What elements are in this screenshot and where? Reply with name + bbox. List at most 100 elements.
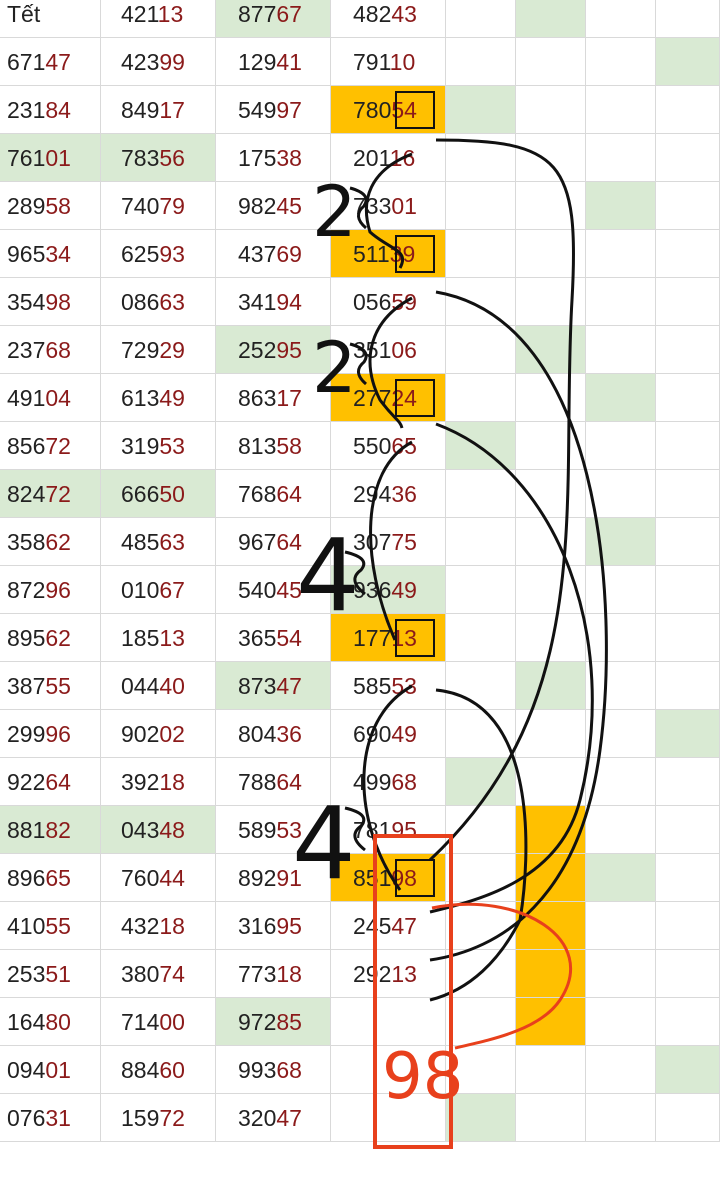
cell-last-two-digits: 17 bbox=[276, 385, 302, 411]
cell-last-two-digits: 65 bbox=[45, 865, 71, 891]
result-cell: 76864 bbox=[216, 470, 331, 518]
empty-cell bbox=[586, 518, 656, 566]
result-cell: 80436 bbox=[216, 710, 331, 758]
result-cell: 73301 bbox=[331, 182, 446, 230]
cell-last-two-digits: 01 bbox=[45, 1057, 71, 1083]
empty-cell bbox=[446, 374, 516, 422]
cell-prefix: 316 bbox=[238, 913, 277, 939]
empty-cell bbox=[516, 758, 586, 806]
result-cell: 92264 bbox=[0, 758, 101, 806]
cell-last-two-digits: 45 bbox=[276, 193, 302, 219]
result-cell: 93649 bbox=[331, 566, 446, 614]
empty-cell bbox=[656, 902, 720, 950]
empty-cell bbox=[656, 758, 720, 806]
empty-cell bbox=[516, 806, 586, 854]
cell-last-two-digits: 49 bbox=[159, 385, 185, 411]
empty-cell bbox=[446, 0, 516, 38]
result-cell: 55065 bbox=[331, 422, 446, 470]
cell-prefix: 231 bbox=[7, 97, 46, 123]
cell-last-two-digits: 67 bbox=[159, 577, 185, 603]
empty-cell bbox=[656, 566, 720, 614]
cell-prefix: 967 bbox=[238, 529, 277, 555]
cell-last-two-digits: 84 bbox=[45, 97, 71, 123]
result-cell: 08663 bbox=[101, 278, 216, 326]
empty-cell bbox=[516, 614, 586, 662]
cell-last-two-digits: 18 bbox=[159, 913, 185, 939]
empty-cell bbox=[446, 950, 516, 998]
cell-prefix: 856 bbox=[7, 433, 46, 459]
cell-prefix: 851 bbox=[353, 865, 392, 891]
result-cell: 15972 bbox=[101, 1094, 216, 1142]
cell-prefix: 043 bbox=[121, 817, 160, 843]
table-row: 67147 42399 12941 79110 bbox=[0, 38, 720, 86]
empty-cell bbox=[586, 998, 656, 1046]
cell-last-two-digits: 93 bbox=[159, 241, 185, 267]
cell-last-two-digits: 53 bbox=[276, 817, 302, 843]
result-cell: 85672 bbox=[0, 422, 101, 470]
empty-cell bbox=[446, 134, 516, 182]
empty-cell bbox=[516, 518, 586, 566]
empty-cell bbox=[516, 470, 586, 518]
result-cell: 18513 bbox=[101, 614, 216, 662]
result-cell: 38755 bbox=[0, 662, 101, 710]
cell-prefix: 589 bbox=[238, 817, 277, 843]
cell-prefix: 159 bbox=[121, 1105, 160, 1131]
cell-last-two-digits: 95 bbox=[276, 337, 302, 363]
empty-cell bbox=[586, 614, 656, 662]
cell-prefix: 585 bbox=[353, 673, 392, 699]
cell-prefix: 319 bbox=[121, 433, 160, 459]
table-row: 96534 62593 43769 51139 bbox=[0, 230, 720, 278]
cell-last-two-digits: 16 bbox=[389, 145, 416, 171]
empty-cell bbox=[586, 38, 656, 86]
cell-last-two-digits: 45 bbox=[276, 577, 302, 603]
result-cell: 24547 bbox=[331, 902, 446, 950]
table-row: 23184 84917 54997 78054 bbox=[0, 86, 720, 134]
cell-prefix: 804 bbox=[238, 721, 277, 747]
empty-cell bbox=[446, 614, 516, 662]
table-row: 89562 18513 36554 17713 bbox=[0, 614, 720, 662]
cell-last-two-digits: 91 bbox=[276, 865, 302, 891]
cell-last-two-digits: 67 bbox=[276, 1, 302, 27]
cell-last-two-digits: 50 bbox=[159, 481, 185, 507]
cell-last-two-digits: 13 bbox=[157, 1, 184, 27]
cell-prefix: 511 bbox=[353, 241, 390, 267]
table-row: 09401 88460 99368 bbox=[0, 1046, 720, 1094]
empty-cell bbox=[446, 662, 516, 710]
empty-cell bbox=[586, 566, 656, 614]
result-cell: 96764 bbox=[216, 518, 331, 566]
cell-prefix: 788 bbox=[238, 769, 277, 795]
empty-cell bbox=[586, 374, 656, 422]
empty-cell bbox=[656, 230, 720, 278]
empty-cell bbox=[586, 326, 656, 374]
table-row: 29996 90202 80436 69049 bbox=[0, 710, 720, 758]
table-row: 25351 38074 77318 29213 bbox=[0, 950, 720, 998]
empty-cell bbox=[446, 86, 516, 134]
empty-cell bbox=[516, 374, 586, 422]
cell-prefix: 550 bbox=[353, 433, 392, 459]
empty-cell bbox=[516, 422, 586, 470]
empty-cell bbox=[656, 0, 720, 38]
empty-cell bbox=[516, 1046, 586, 1094]
cell-prefix: 294 bbox=[353, 481, 392, 507]
result-cell: 49104 bbox=[0, 374, 101, 422]
result-cell: 99368 bbox=[216, 1046, 331, 1094]
cell-prefix: 773 bbox=[238, 961, 277, 987]
empty-cell bbox=[656, 1046, 720, 1094]
cell-prefix: 437 bbox=[238, 241, 277, 267]
empty-cell bbox=[516, 86, 586, 134]
empty-cell bbox=[656, 134, 720, 182]
cell-last-two-digits: 65 bbox=[391, 433, 417, 459]
cell-last-two-digits: 29 bbox=[159, 337, 185, 363]
cell-prefix: 549 bbox=[238, 97, 277, 123]
empty-cell bbox=[586, 758, 656, 806]
cell-prefix: 307 bbox=[353, 529, 392, 555]
empty-cell bbox=[586, 806, 656, 854]
empty-cell bbox=[446, 806, 516, 854]
result-cell: 39218 bbox=[101, 758, 216, 806]
cell-prefix: 690 bbox=[353, 721, 392, 747]
result-cell: 58953 bbox=[216, 806, 331, 854]
empty-cell bbox=[446, 182, 516, 230]
cell-last-two-digits: 31 bbox=[45, 1105, 71, 1131]
result-cell: 38074 bbox=[101, 950, 216, 998]
result-cell: 72929 bbox=[101, 326, 216, 374]
